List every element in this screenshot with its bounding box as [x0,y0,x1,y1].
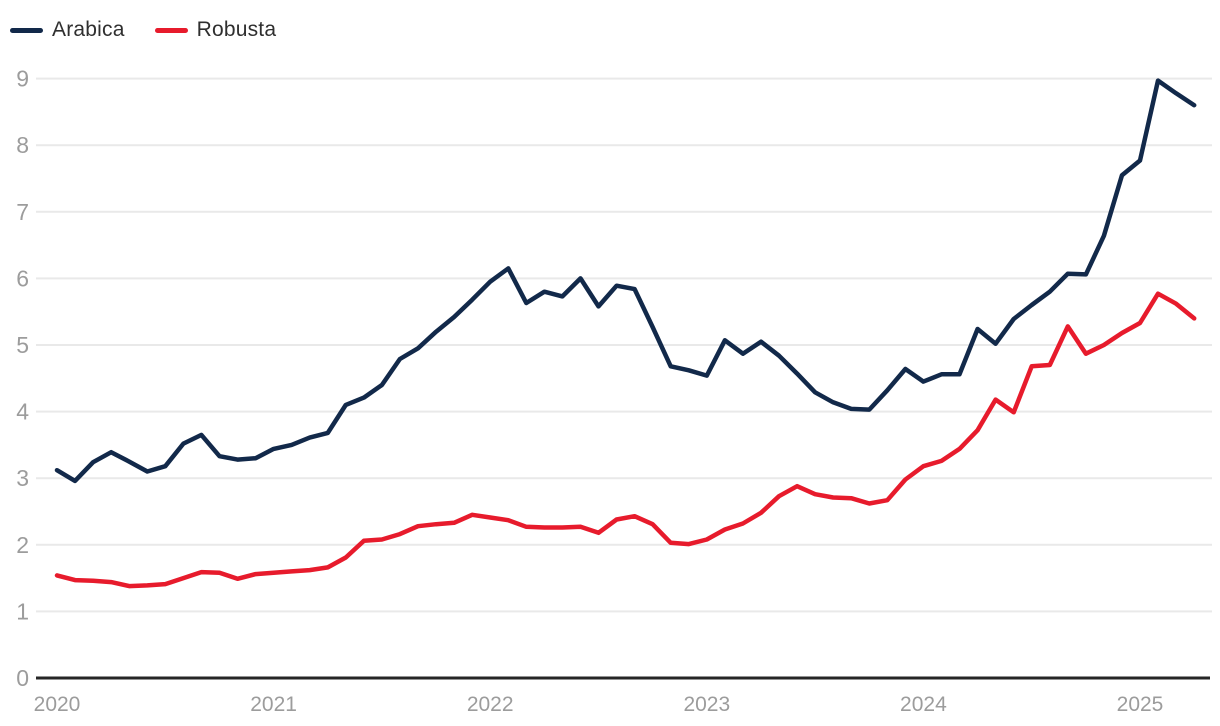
y-tick-label-4: 4 [16,399,29,425]
arabica-price-line [54,78,1197,484]
y-tick-label-6: 6 [16,265,29,291]
x-tick-label-2021: 2021 [250,693,297,716]
y-tick-label-3: 3 [16,465,29,491]
x-tick-label-2024: 2024 [900,693,947,716]
legend-item-robusta: Robusta [154,18,277,42]
x-tick-label-2020: 2020 [34,693,81,716]
x-tick-label-2022: 2022 [467,693,514,716]
legend-label-robusta: Robusta [196,18,277,41]
robusta-line-swatch [154,27,188,33]
y-tick-label-1: 1 [16,598,29,624]
y-tick-label-8: 8 [16,132,29,158]
y-tick-label-9: 9 [16,66,29,92]
legend: Arabica Robusta [10,18,276,42]
y-tick-label-7: 7 [16,199,29,225]
robusta-price-line [54,291,1197,589]
x-tick-label-2025: 2025 [1117,693,1164,716]
y-tick-label-2: 2 [16,532,29,558]
legend-item-arabica: Arabica [10,18,125,42]
y-tick-label-5: 5 [16,332,29,358]
legend-label-arabica: Arabica [52,18,125,41]
arabica-line-swatch [10,27,43,33]
x-tick-label-2023: 2023 [683,693,730,716]
y-tick-label-0: 0 [16,665,29,691]
